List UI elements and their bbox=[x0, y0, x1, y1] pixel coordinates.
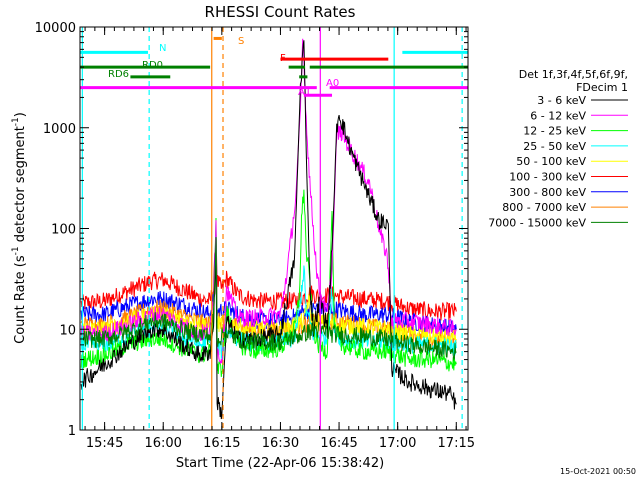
overlay-label: A0 bbox=[326, 78, 339, 89]
x-axis-label: Start Time (22-Apr-06 15:38:42) bbox=[176, 456, 384, 471]
y-tick-label: 100 bbox=[51, 223, 76, 238]
legend-label: 300 - 800 keV bbox=[509, 186, 586, 199]
y-axis-label-superscript: -1 bbox=[11, 117, 21, 126]
y-tick-label: 10 bbox=[59, 323, 76, 338]
y-axis-label-part: detector segment bbox=[13, 126, 28, 246]
overlay-layer: N RD0 RD6 A0 A1 F S bbox=[80, 27, 468, 430]
y-tick-label: 1 bbox=[68, 424, 76, 439]
legend-label: 25 - 50 keV bbox=[523, 140, 586, 153]
x-tick-label: 17:00 bbox=[379, 436, 416, 451]
overlay-label: N bbox=[159, 43, 166, 54]
footer-timestamp: 15-Oct-2021 00:50 bbox=[560, 467, 636, 476]
y-axis-label-part: ) bbox=[13, 112, 28, 117]
legend-label: 50 - 100 keV bbox=[516, 155, 586, 168]
legend-label: 12 - 25 keV bbox=[523, 125, 586, 138]
data-layer bbox=[80, 38, 457, 420]
series-line bbox=[80, 40, 457, 420]
x-tick-label: 16:00 bbox=[144, 436, 181, 451]
x-tick-label: 15:45 bbox=[86, 436, 123, 451]
legend-header-line: Det 1f,3f,4f,5f,6f,9f, bbox=[519, 68, 628, 81]
chart-title: RHESSI Count Rates bbox=[205, 3, 356, 21]
x-tick-label: 16:45 bbox=[320, 436, 357, 451]
legend-label: 3 - 6 keV bbox=[537, 94, 586, 107]
legend-label: 6 - 12 keV bbox=[530, 109, 586, 122]
overlay-label: RD0 bbox=[142, 60, 163, 71]
legend-header-line: FDecim 1 bbox=[576, 81, 628, 94]
x-tick-label: 16:30 bbox=[262, 436, 299, 451]
y-tick-label: 10000 bbox=[35, 21, 76, 36]
y-axis-label-part: Count Rate (s bbox=[13, 255, 28, 344]
x-tick-label: 17:15 bbox=[438, 436, 475, 451]
x-tick-label: 16:15 bbox=[203, 436, 240, 451]
legend-rows: 3 - 6 keV 6 - 12 keV 12 - 25 keV 25 - 50 ke… bbox=[488, 94, 628, 229]
overlay-label: A1 bbox=[298, 87, 311, 98]
y-axis-label: Count Rate (s-1 detector segment-1) bbox=[11, 112, 28, 344]
legend-label: 7000 - 15000 keV bbox=[488, 216, 586, 229]
y-tick-label: 1000 bbox=[43, 122, 76, 137]
tick-layer: 15:45 16:00 16:15 16:30 16:45 17:00 17:15 1 10 10… bbox=[35, 21, 475, 451]
legend-label: 100 - 300 keV bbox=[509, 171, 586, 184]
legend: Det 1f,3f,4f,5f,6f,9f, FDecim 1 3 - 6 ke… bbox=[488, 68, 628, 229]
overlay-label: F bbox=[280, 53, 286, 64]
y-axis-label-superscript: -1 bbox=[11, 246, 21, 255]
overlay-label: RD6 bbox=[108, 69, 129, 80]
legend-label: 800 - 7000 keV bbox=[502, 201, 586, 214]
overlay-label: S bbox=[238, 36, 244, 47]
